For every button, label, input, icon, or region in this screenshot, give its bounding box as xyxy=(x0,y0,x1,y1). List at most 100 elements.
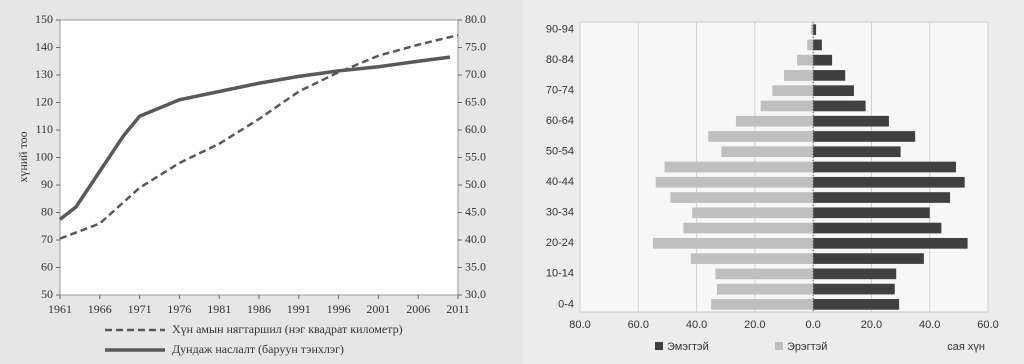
y-axis-label: хүний тоо xyxy=(16,131,30,182)
x-tick-label: 40.0 xyxy=(686,319,707,331)
y2-tick-label: 60.0 xyxy=(465,122,486,136)
series-line xyxy=(59,33,459,240)
y2-tick-label: 50.0 xyxy=(465,177,486,191)
y-tick-label: 20-24 xyxy=(546,237,574,249)
y2-tick-label: 35.0 xyxy=(465,259,486,273)
y-tick-label: 60 xyxy=(41,259,53,273)
unit-label: сая хүн xyxy=(947,341,985,353)
x-tick-label: 20.0 xyxy=(861,319,882,331)
x-tick-label: 1976 xyxy=(167,302,191,316)
y-tick-label: 70-74 xyxy=(546,85,574,97)
legend-label: Эрэгтэй xyxy=(787,341,827,353)
bar xyxy=(811,24,814,35)
bar xyxy=(760,100,814,112)
bar xyxy=(813,115,889,127)
y-tick-label: 60-64 xyxy=(546,115,574,127)
x-tick-label: 1961 xyxy=(48,302,72,316)
bar xyxy=(655,176,814,188)
x-tick-label: 1991 xyxy=(287,302,311,316)
y2-tick-label: 30.0 xyxy=(465,287,486,301)
x-tick-label: 0.0 xyxy=(805,319,820,331)
y-tick-label: 90-94 xyxy=(546,24,574,36)
bar xyxy=(813,100,866,112)
bar xyxy=(807,39,814,51)
bar xyxy=(784,70,814,81)
bar xyxy=(813,24,817,35)
y-tick-label: 10-14 xyxy=(546,268,574,280)
y-tick-label: 0-4 xyxy=(558,298,574,310)
y2-tick-label: 55.0 xyxy=(465,149,486,163)
bar xyxy=(652,237,814,249)
y-tick-label: 80 xyxy=(41,204,53,218)
x-tick-label: 40.0 xyxy=(919,319,940,331)
legend-swatch xyxy=(655,342,663,350)
bar xyxy=(813,161,956,173)
x-tick-label: 1971 xyxy=(128,302,152,316)
bar xyxy=(683,222,814,234)
bar xyxy=(813,176,965,188)
bar xyxy=(772,85,814,97)
y-tick-label: 70 xyxy=(41,232,53,246)
legend-label: Хүн амын нягтаршил (нэг квадрат километр… xyxy=(172,322,403,336)
plot-area xyxy=(59,19,459,296)
bar xyxy=(692,207,814,219)
y-tick-label: 130 xyxy=(35,67,53,81)
bar xyxy=(721,146,814,158)
x-tick-label: 2001 xyxy=(366,302,390,316)
y-tick-label: 40-44 xyxy=(546,176,574,188)
legend-label: Дундаж наслалт (баруун тэнхлэг) xyxy=(172,342,344,356)
bar xyxy=(813,39,822,51)
legend-swatch xyxy=(775,342,783,350)
bar xyxy=(813,85,854,97)
bar xyxy=(690,253,814,264)
bar xyxy=(813,131,916,142)
y-tick-label: 100 xyxy=(35,149,53,163)
bar xyxy=(716,283,814,295)
y-tick-label: 110 xyxy=(35,122,53,136)
y2-tick-label: 40.0 xyxy=(465,232,486,246)
y2-tick-label: 65.0 xyxy=(465,94,486,108)
bar xyxy=(813,237,968,249)
x-tick-label: 80.0 xyxy=(569,319,590,331)
bar xyxy=(664,161,814,173)
x-tick-label: 2011 xyxy=(446,302,470,316)
y-tick-label: 140 xyxy=(35,39,53,53)
y-tick-label: 50 xyxy=(41,287,53,301)
x-tick-label: 1981 xyxy=(207,302,231,316)
bar xyxy=(813,146,901,158)
series-line xyxy=(58,55,451,221)
bar xyxy=(813,299,900,310)
y2-tick-label: 70.0 xyxy=(465,67,486,81)
bar xyxy=(813,268,897,280)
x-tick-label: 60.0 xyxy=(628,319,649,331)
x-tick-label: 1986 xyxy=(247,302,271,316)
y2-tick-label: 45.0 xyxy=(465,204,486,218)
bar xyxy=(715,268,814,280)
x-tick-label: 1966 xyxy=(88,302,112,316)
bar xyxy=(813,222,942,234)
y-tick-label: 150 xyxy=(35,12,53,26)
bar xyxy=(813,192,951,203)
x-tick-label: 20.0 xyxy=(744,319,765,331)
y-tick-label: 30-34 xyxy=(546,207,574,219)
y-tick-label: 90 xyxy=(41,177,53,191)
y-tick-label: 120 xyxy=(35,94,53,108)
x-tick-label: 1996 xyxy=(327,302,351,316)
x-tick-label: 2006 xyxy=(406,302,430,316)
bar xyxy=(670,192,814,203)
y2-tick-label: 80.0 xyxy=(465,12,486,26)
y-tick-label: 80-84 xyxy=(546,54,574,66)
bar xyxy=(813,253,924,264)
legend-label: Эмэгтэй xyxy=(667,341,709,353)
bar xyxy=(708,131,814,142)
bar xyxy=(735,115,814,127)
bar xyxy=(813,283,895,295)
bar xyxy=(711,299,814,310)
bar xyxy=(813,70,846,81)
bar xyxy=(797,54,814,66)
x-tick-label: 60.0 xyxy=(977,319,998,331)
bar xyxy=(813,207,930,219)
y2-tick-label: 75.0 xyxy=(465,39,486,53)
y-tick-label: 50-54 xyxy=(546,146,574,158)
